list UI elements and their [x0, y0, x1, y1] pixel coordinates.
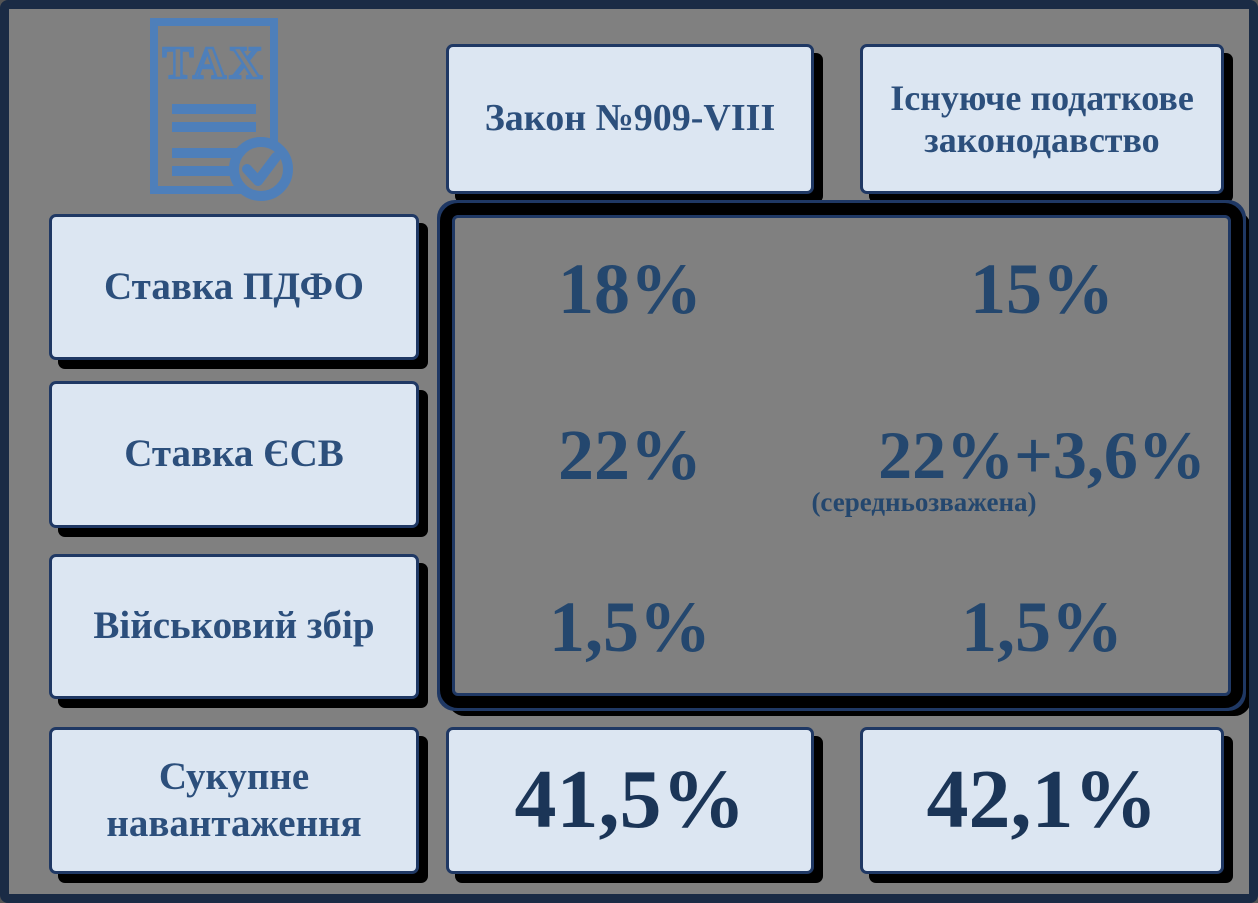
tax-document-icon-svg: TAX: [150, 18, 293, 201]
total-law-box: 41,5%: [446, 727, 814, 874]
row-label-total-text: Сукупне навантаження: [106, 754, 362, 845]
document-line: [172, 122, 256, 132]
total-law-value: 41,5%: [514, 753, 746, 847]
value-existing-pdfo: 15%: [970, 249, 1114, 329]
column-header-law-label: Закон №909-VIII: [484, 97, 776, 140]
row-label-total: Сукупне навантаження: [49, 727, 419, 874]
column-header-law: Закон №909-VIII: [446, 44, 814, 194]
row-label-pdfo: Ставка ПДФО: [49, 214, 419, 360]
tax-icon-label: TAX: [163, 37, 266, 88]
row-label-esv: Ставка ЄСВ: [49, 381, 419, 528]
row-label-military: Військовий збір: [49, 554, 419, 699]
total-existing-value: 42,1%: [926, 753, 1158, 847]
column-header-existing-label: Існуюче податкове законодавство: [890, 77, 1194, 160]
value-law-esv: 22%: [558, 415, 702, 495]
total-existing-box: 42,1%: [860, 727, 1224, 874]
checkmark-icon: [242, 152, 281, 186]
document-line: [172, 166, 246, 176]
value-existing-military: 1,5%: [961, 587, 1123, 667]
row-label-esv-text: Ставка ЄСВ: [124, 432, 344, 476]
values-panel: [440, 203, 1243, 708]
column-header-existing: Існуюче податкове законодавство: [860, 44, 1224, 194]
value-existing-esv: 22%+3,6%: [878, 417, 1206, 493]
value-law-pdfo: 18%: [558, 249, 702, 329]
document-outline: [150, 18, 278, 194]
tax-document-icon: TAX: [142, 12, 302, 202]
document-line: [172, 104, 256, 114]
row-label-pdfo-text: Ставка ПДФО: [104, 264, 364, 308]
value-existing-esv-note: (середньозважена): [811, 487, 1037, 517]
document-line: [172, 148, 256, 158]
value-law-military: 1,5%: [549, 587, 711, 667]
row-label-military-text: Військовий збір: [93, 604, 375, 648]
